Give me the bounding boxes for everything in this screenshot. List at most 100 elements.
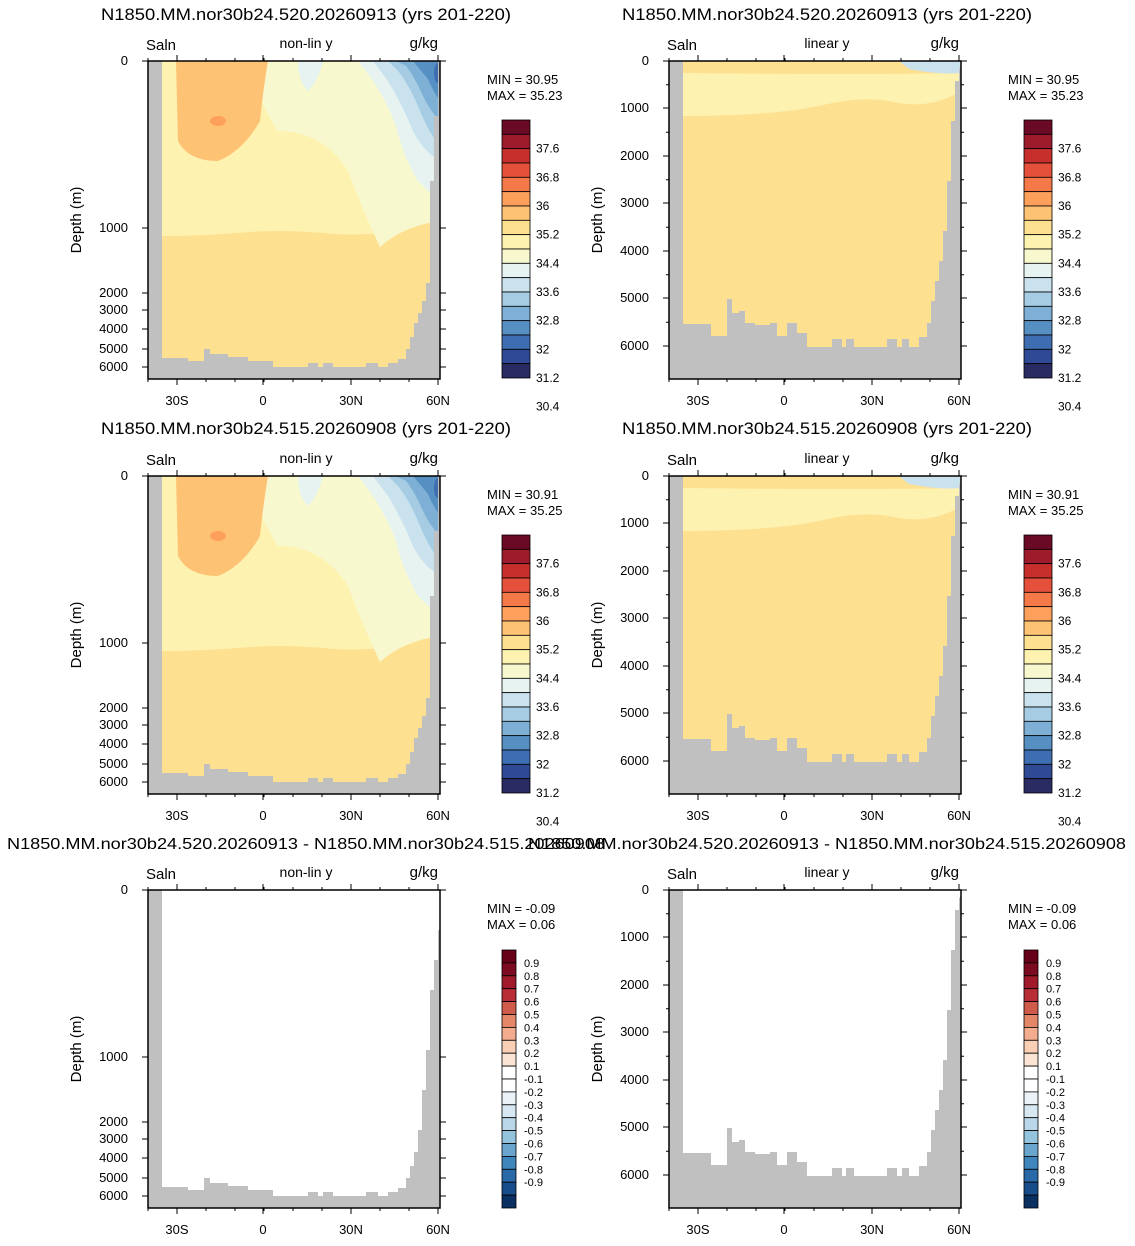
x-tick-label: 30S bbox=[686, 808, 709, 823]
units-label: g/kg bbox=[410, 864, 438, 881]
x-tick-label: 30N bbox=[339, 1222, 363, 1237]
colorbar-box bbox=[501, 148, 531, 164]
colorbar-box bbox=[501, 1181, 517, 1196]
colorbar: 37.6 36.8 36 35.2 34.4 33.6 32.8 32 31.2 30.4 bbox=[1023, 534, 1082, 829]
colorbar-box bbox=[501, 606, 531, 622]
colorbar-label: 0.4 bbox=[1046, 1022, 1061, 1034]
colorbar: 0.90.80.70.60.50.40.30.20.1-0.1-0.2-0.3-… bbox=[501, 949, 543, 1209]
colorbar-label: 35.2 bbox=[1058, 643, 1082, 657]
plot-area bbox=[148, 890, 440, 1208]
colorbar-label: -0.3 bbox=[524, 1100, 543, 1112]
max-label: MAX = 35.25 bbox=[1008, 503, 1084, 518]
y-tick-label: 0 bbox=[642, 468, 649, 483]
colorbar-label: 34.4 bbox=[1058, 671, 1082, 685]
colorbar-box bbox=[501, 534, 531, 550]
colorbar-box bbox=[501, 620, 531, 636]
colorbar-box bbox=[501, 191, 531, 207]
colorbar-label: -0.5 bbox=[524, 1126, 543, 1138]
units-label: g/kg bbox=[410, 450, 438, 467]
x-tick-label: 60N bbox=[426, 808, 450, 823]
colorbar-label: -0.6 bbox=[1046, 1139, 1065, 1151]
land-mask bbox=[669, 61, 961, 379]
y-tick-label: 3000 bbox=[620, 610, 649, 625]
land-mask bbox=[148, 890, 440, 1208]
colorbar-label: 32 bbox=[536, 757, 550, 771]
y-tick-label: 4000 bbox=[99, 736, 128, 751]
colorbar-box bbox=[1023, 277, 1053, 293]
x-tick-label: 60N bbox=[947, 393, 971, 408]
plot-frame bbox=[668, 889, 962, 1209]
units-label: g/kg bbox=[931, 864, 959, 881]
min-label: MIN = 30.95 bbox=[487, 72, 558, 87]
variable-label: Saln bbox=[146, 37, 176, 54]
y-tick-label: 2000 bbox=[620, 563, 649, 578]
field-fresh-5 bbox=[413, 61, 440, 101]
x-tick-label: 30N bbox=[860, 808, 884, 823]
colorbar-box bbox=[501, 1026, 517, 1041]
colorbar-box bbox=[1023, 677, 1053, 694]
y-axis-label: Depth (m) bbox=[68, 187, 85, 254]
plot-area bbox=[669, 890, 961, 1208]
colorbar-box bbox=[1023, 1026, 1039, 1041]
colorbar-label: 37.6 bbox=[1058, 557, 1082, 571]
x-tick-label: 60N bbox=[947, 1222, 971, 1237]
colorbar-label: 31.2 bbox=[536, 371, 560, 385]
colorbar-box bbox=[501, 1065, 517, 1080]
colorbar-label: 36.8 bbox=[536, 585, 560, 599]
colorbar-label: 0.3 bbox=[524, 1035, 539, 1047]
colorbar-box bbox=[1023, 962, 1039, 977]
colorbar-box bbox=[501, 1155, 517, 1170]
colorbar-box bbox=[501, 1117, 517, 1131]
colorbar-box bbox=[501, 277, 531, 293]
colorbar-label: 30.4 bbox=[536, 815, 560, 829]
colorbar-box bbox=[501, 1039, 517, 1054]
colorbar-box bbox=[501, 234, 531, 250]
y-tick-label: 4000 bbox=[620, 658, 649, 673]
colorbar-label: 37.6 bbox=[536, 557, 560, 571]
colorbar-box bbox=[501, 1052, 517, 1067]
colorbar-box bbox=[501, 1014, 517, 1028]
panel-title: N1850.MM.nor30b24.520.20260913 - N1850.M… bbox=[528, 836, 1126, 853]
y-tick-label: 1000 bbox=[620, 100, 649, 115]
colorbar-label: 0.5 bbox=[1046, 1010, 1061, 1022]
colorbar-label: -0.6 bbox=[524, 1139, 543, 1151]
y-tick-label: 0 bbox=[121, 53, 128, 68]
panel-2: 0 1000 2000 3000 4000 5000 6000 30S 0 30N 60N Saln l… bbox=[589, 35, 1084, 414]
y-tick-label: 5000 bbox=[620, 1119, 649, 1134]
y-tick-label: 2000 bbox=[99, 285, 128, 300]
land-mask bbox=[669, 890, 961, 1208]
plot-frame bbox=[147, 475, 441, 795]
scale-label: non-lin y bbox=[280, 864, 333, 880]
colorbar-label: 37.6 bbox=[536, 142, 560, 156]
colorbar-label: 0.8 bbox=[1046, 971, 1061, 983]
x-tick-label: 30S bbox=[686, 1222, 709, 1237]
plot-area bbox=[148, 61, 440, 379]
colorbar: 37.6 36.8 36 35.2 34.4 33.6 32.8 32 31.2 30.4 bbox=[1023, 119, 1082, 414]
y-axis-label: Depth (m) bbox=[68, 1016, 85, 1083]
min-label: MIN = 30.91 bbox=[487, 487, 558, 502]
y-tick-label: 2000 bbox=[99, 700, 128, 715]
colorbar: 37.6 36.8 36 35.2 34.4 33.6 32.8 32 31.2 30.4 bbox=[501, 119, 560, 414]
colorbar-box bbox=[1023, 348, 1053, 365]
colorbar-label: 30.4 bbox=[1058, 815, 1082, 829]
colorbar-box bbox=[1023, 749, 1053, 765]
panel-title: N1850.MM.nor30b24.520.20260913 (yrs 201-… bbox=[101, 5, 511, 24]
colorbar-label: 34.4 bbox=[1058, 256, 1082, 270]
colorbar-label: 0.9 bbox=[524, 958, 539, 970]
panel-1: 0 1000 2000 3000 4000 5000 6000 30S 0 30N 60N Saln n… bbox=[68, 35, 563, 414]
colorbar-box bbox=[1023, 1155, 1039, 1170]
colorbar-label: -0.4 bbox=[1046, 1113, 1065, 1125]
colorbar-label: 0.2 bbox=[1046, 1048, 1061, 1060]
colorbar-label: 31.2 bbox=[1058, 371, 1082, 385]
y-axis-label: Depth (m) bbox=[589, 602, 606, 669]
colorbar-label: -0.5 bbox=[1046, 1126, 1065, 1138]
panel-title: N1850.MM.nor30b24.515.20260908 (yrs 201-… bbox=[622, 419, 1032, 438]
y-tick-label: 2000 bbox=[620, 148, 649, 163]
y-tick-label: 4000 bbox=[620, 243, 649, 258]
field-upper bbox=[683, 476, 961, 531]
colorbar-box bbox=[501, 949, 517, 964]
colorbar-label: 32.8 bbox=[1058, 729, 1082, 743]
scale-label: linear y bbox=[804, 35, 849, 51]
max-label: MAX = 35.25 bbox=[487, 503, 563, 518]
